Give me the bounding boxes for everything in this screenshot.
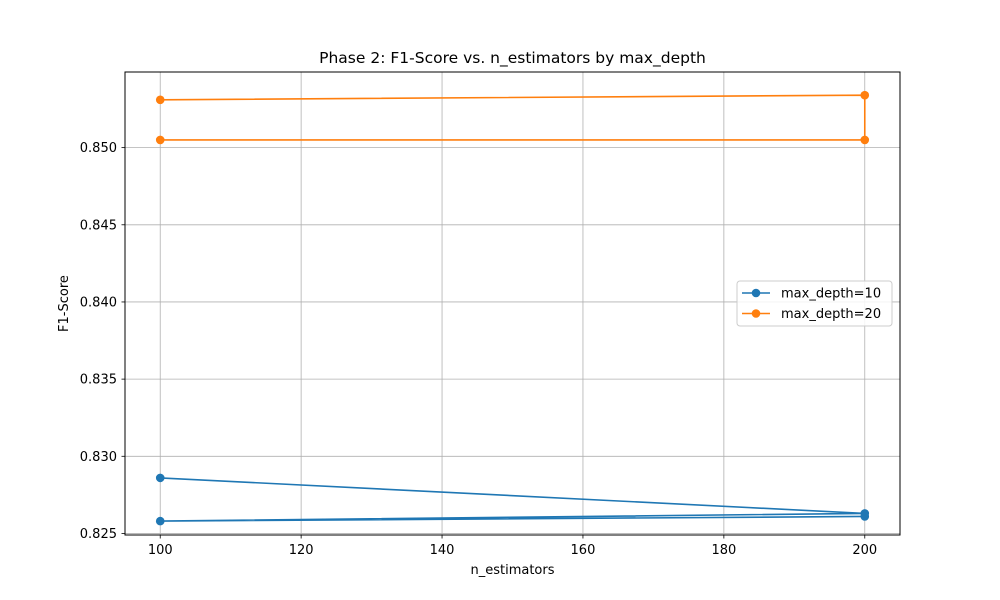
data-point — [155, 473, 165, 483]
x-axis-label: n_estimators — [470, 563, 554, 578]
plot-frame — [124, 71, 901, 536]
legend: max_depth=10 max_depth=20 — [736, 280, 893, 327]
axis-ticks: 100 120 140 160 180 200 0.825 0.830 0.835 0.840 0.… — [80, 141, 877, 558]
y-axis-label: F1-Score — [57, 275, 72, 332]
legend-box — [736, 280, 893, 327]
series-line — [159, 477, 866, 522]
x-tick-label: 120 — [289, 543, 314, 558]
series-2 — [155, 90, 870, 145]
x-tick-label: 160 — [571, 543, 596, 558]
x-tick-label: 100 — [148, 543, 173, 558]
y-tick-label: 0.850 — [80, 141, 117, 156]
data-point — [155, 95, 165, 105]
x-tick-label: 200 — [852, 543, 877, 558]
chart-title: Phase 2: F1-Score vs. n_estimators by ma… — [319, 49, 706, 68]
legend-item: max_depth=10 — [742, 287, 881, 302]
x-tick-label: 180 — [711, 543, 736, 558]
x-tick-label: 140 — [430, 543, 455, 558]
data-point — [860, 512, 870, 521]
series-layer — [155, 90, 870, 526]
legend-swatch-marker — [751, 288, 761, 298]
y-tick-label: 0.835 — [80, 373, 117, 388]
y-tick-label: 0.845 — [80, 218, 117, 233]
legend-label: max_depth=20 — [781, 307, 881, 322]
data-point — [155, 135, 165, 145]
data-point — [860, 90, 870, 100]
series-1 — [155, 473, 870, 526]
data-point — [860, 135, 870, 145]
y-tick-label: 0.830 — [80, 450, 117, 465]
legend-label: max_depth=10 — [781, 287, 881, 302]
series-line — [160, 94, 866, 141]
legend-swatch-marker — [751, 309, 761, 318]
y-tick-label: 0.825 — [80, 527, 117, 542]
data-point — [155, 516, 165, 526]
y-tick-label: 0.840 — [80, 295, 117, 310]
legend-item: max_depth=20 — [742, 307, 881, 322]
